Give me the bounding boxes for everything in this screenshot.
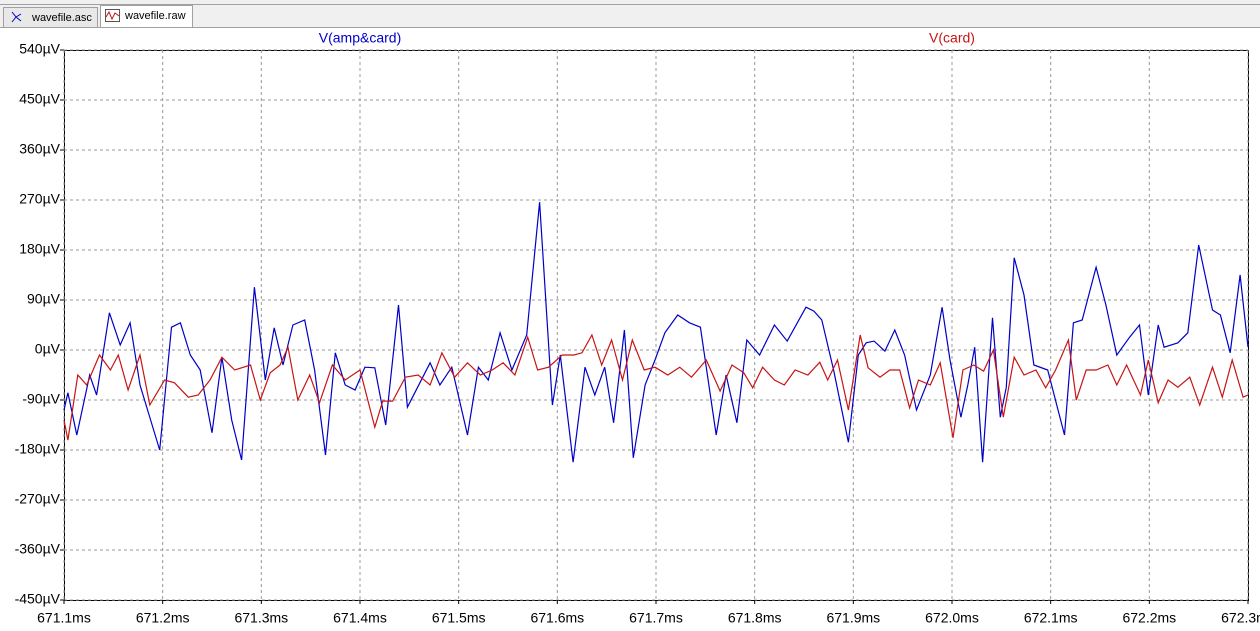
y-tick-label: -270µV (15, 491, 61, 507)
tab-icon (105, 9, 120, 22)
x-tick-label: 672.3ms (1221, 610, 1260, 626)
legend-label: V(card) (929, 30, 975, 46)
x-tick-label: 671.1ms (37, 610, 91, 626)
x-tick-label: 671.3ms (234, 610, 288, 626)
trace (63, 202, 1249, 463)
x-tick-label: 671.4ms (333, 610, 387, 626)
x-tick-label: 671.7ms (629, 610, 683, 626)
y-tick-label: -90µV (22, 391, 60, 407)
x-tick-label: 671.2ms (136, 610, 190, 626)
legend-label: V(amp&card) (319, 30, 401, 46)
tab-waveform[interactable]: wavefile.raw (100, 5, 193, 28)
y-tick-label: -360µV (15, 541, 61, 557)
y-tick-label: 90µV (27, 291, 61, 307)
tab-label: wavefile.asc (31, 12, 92, 24)
tab-frame (100, 5, 193, 28)
y-tick-label: 270µV (19, 191, 60, 207)
y-tick-label: 360µV (19, 141, 60, 157)
x-tick-label: 671.9ms (826, 610, 880, 626)
tab-schematic[interactable]: wavefile.asc (3, 7, 98, 28)
y-tick-label: 540µV (19, 41, 60, 57)
tab-frame (3, 7, 98, 28)
x-tick-label: 671.5ms (432, 610, 486, 626)
y-tick-label: 0µV (35, 341, 61, 357)
y-tick-label: 180µV (19, 241, 60, 257)
x-tick-label: 672.0ms (925, 610, 979, 626)
x-tick-label: 672.1ms (1024, 610, 1078, 626)
y-tick-label: -180µV (15, 441, 61, 457)
tab-icon-trace (105, 10, 120, 21)
x-tick-label: 672.2ms (1122, 610, 1176, 626)
y-tick-label: -450µV (15, 591, 61, 607)
x-tick-label: 671.8ms (728, 610, 782, 626)
tab-label: wavefile.raw (124, 10, 186, 22)
x-tick-label: 671.6ms (530, 610, 584, 626)
trace (63, 333, 1249, 441)
tab-icon (11, 11, 22, 23)
y-tick-label: 450µV (19, 91, 60, 107)
